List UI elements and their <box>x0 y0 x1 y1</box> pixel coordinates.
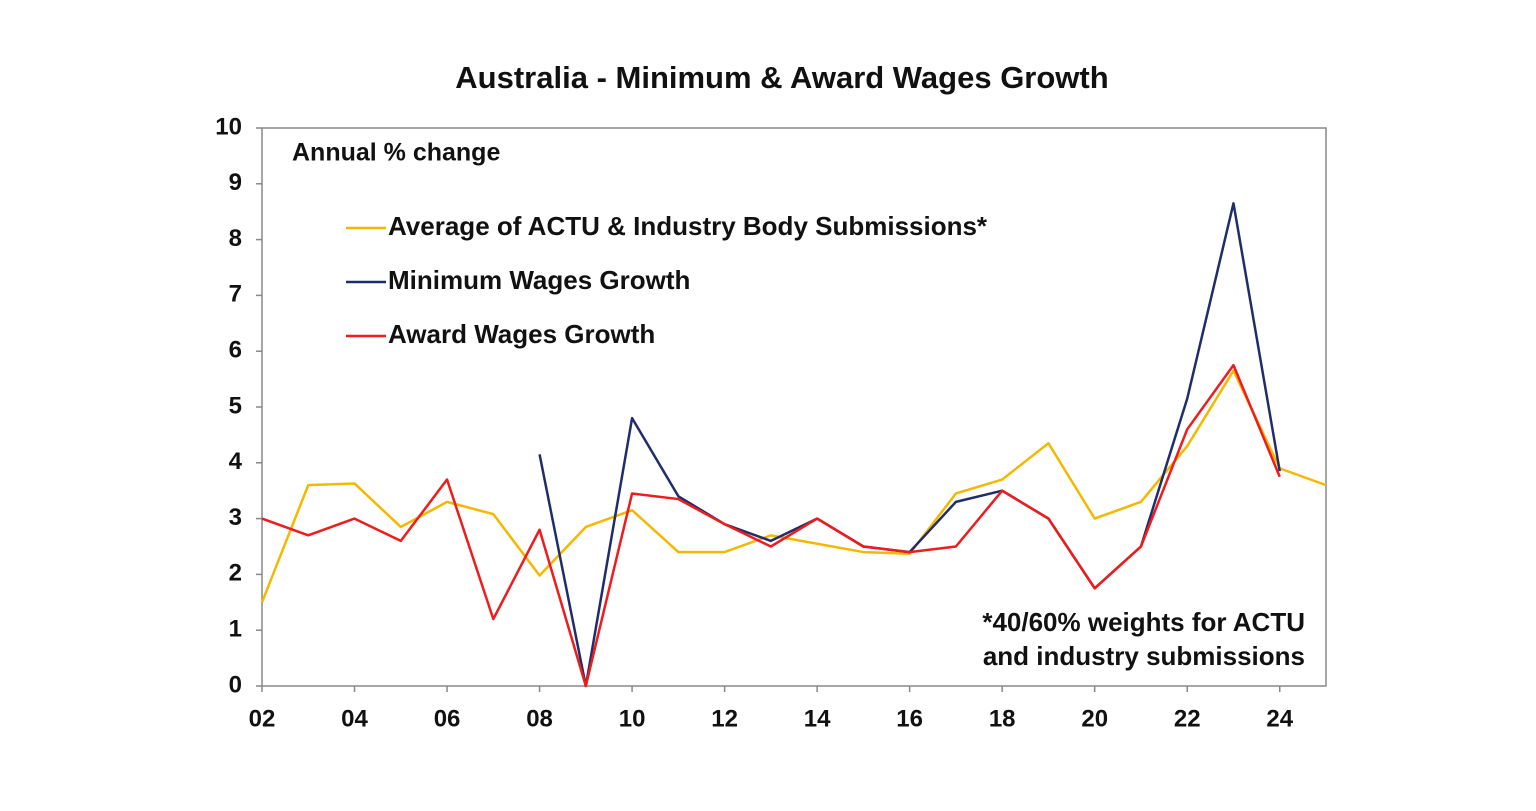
x-tick-label: 18 <box>989 705 1016 732</box>
y-tick-label: 6 <box>229 337 242 364</box>
y-tick-label: 7 <box>229 281 242 308</box>
legend-label: Award Wages Growth <box>388 319 655 349</box>
y-tick-label: 1 <box>229 616 242 643</box>
x-tick-label: 02 <box>249 705 276 732</box>
x-tick-label: 14 <box>804 705 831 732</box>
annotation: and industry submissions <box>983 641 1305 671</box>
series-line <box>260 369 1327 603</box>
y-axis-label: Annual % change <box>292 139 500 167</box>
x-tick-label: 24 <box>1266 705 1293 732</box>
x-tick-label: 06 <box>434 705 461 732</box>
x-tick-label: 16 <box>896 705 923 732</box>
y-tick-label: 9 <box>229 169 242 196</box>
x-tick-label: 12 <box>711 705 738 732</box>
x-tick-label: 10 <box>619 705 646 732</box>
x-tick-label: 04 <box>341 705 368 732</box>
y-tick-label: 0 <box>229 671 242 698</box>
legend-label: Average of ACTU & Industry Body Submissi… <box>388 211 988 241</box>
series-line <box>261 363 1281 688</box>
y-tick-label: 3 <box>229 504 242 531</box>
x-tick-label: 08 <box>526 705 553 732</box>
annotation: *40/60% weights for ACTU <box>982 607 1305 637</box>
y-tick-label: 5 <box>229 392 242 419</box>
y-tick-label: 2 <box>229 560 242 587</box>
chart-title: Australia - Minimum & Award Wages Growth <box>455 60 1108 95</box>
y-tick-label: 4 <box>229 448 243 475</box>
y-tick-label: 10 <box>215 113 242 140</box>
y-tick-label: 8 <box>229 225 242 252</box>
x-tick-label: 20 <box>1081 705 1108 732</box>
x-tick-label: 22 <box>1174 705 1201 732</box>
legend-label: Minimum Wages Growth <box>388 265 690 295</box>
